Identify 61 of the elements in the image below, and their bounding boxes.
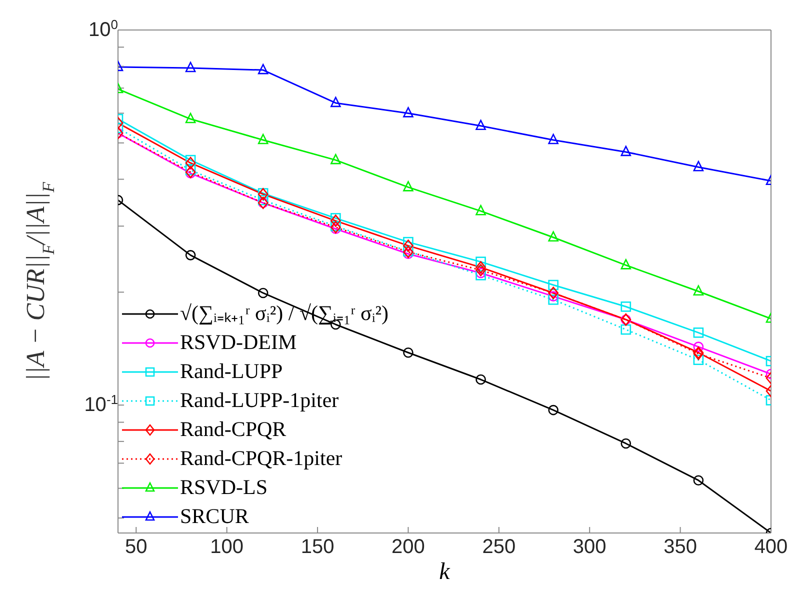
- point: [403, 181, 414, 192]
- point: [476, 120, 486, 130]
- point: [548, 134, 558, 144]
- legend-label: Rand-LUPP: [180, 358, 283, 385]
- point: [476, 264, 486, 276]
- x-tick-label: 300: [572, 536, 606, 558]
- point: [258, 194, 268, 206]
- legend-label: RSVD-DEIM: [180, 329, 297, 356]
- point: [548, 294, 558, 305]
- point: [693, 354, 704, 366]
- point: [548, 291, 558, 302]
- legend-label: Rand-LUPP-1piter: [180, 387, 339, 414]
- x-tick-label: 350: [664, 536, 697, 558]
- point: [185, 112, 196, 124]
- point: [693, 285, 704, 296]
- point: [620, 301, 632, 312]
- point: [185, 250, 196, 260]
- legend-label: SRCUR: [180, 503, 249, 530]
- y-tick-label: 10$^{-1}$: [84, 392, 118, 416]
- point: [620, 259, 632, 270]
- point: [476, 204, 486, 216]
- point: [476, 270, 486, 280]
- point: [620, 438, 632, 449]
- legend-label: Rand-CPQR-1piter: [180, 445, 342, 472]
- point: [330, 214, 341, 227]
- point: [548, 280, 558, 290]
- point: [185, 166, 196, 178]
- point: [258, 288, 268, 298]
- point: [330, 154, 341, 164]
- point: [330, 213, 341, 224]
- x-tick-label: 250: [482, 536, 516, 558]
- point: [258, 134, 268, 144]
- x-tick-label: 50: [125, 536, 148, 558]
- point: [185, 62, 196, 72]
- legend-label: Rand-CPQR: [180, 416, 286, 443]
- point: [403, 107, 414, 118]
- point: [403, 240, 414, 252]
- point: [548, 404, 558, 416]
- legend-label: RSVD-LS: [180, 474, 268, 501]
- point: [693, 475, 704, 486]
- point: [185, 165, 196, 176]
- point: [476, 261, 486, 274]
- y-tick-label: 10$^{0}$: [88, 16, 118, 41]
- point: [620, 324, 632, 335]
- point: [693, 327, 704, 338]
- point: [330, 96, 341, 108]
- x-tick-label: 200: [392, 536, 425, 558]
- point: [548, 231, 558, 242]
- point: [403, 347, 414, 358]
- point: [258, 64, 268, 74]
- point: [185, 154, 196, 166]
- point: [693, 160, 704, 172]
- point: [620, 146, 632, 156]
- x-tick-label: 100: [210, 536, 244, 558]
- point: [476, 374, 486, 385]
- x-tick-label: 400: [754, 536, 788, 558]
- x-tick-label: 150: [300, 536, 334, 558]
- point: [693, 342, 704, 352]
- point: [476, 256, 486, 267]
- x-axis-title: k: [439, 559, 450, 585]
- point: [185, 156, 196, 170]
